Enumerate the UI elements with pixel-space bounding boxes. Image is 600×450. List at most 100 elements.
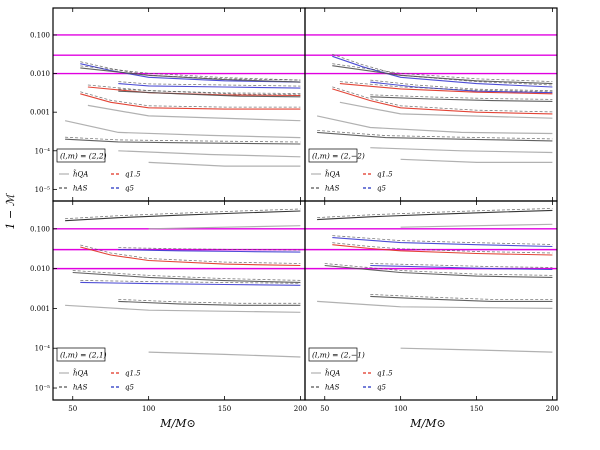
legend-label: hAS — [73, 185, 88, 193]
series-line-dashed — [80, 61, 301, 81]
series-line — [65, 304, 301, 313]
plot-area — [53, 34, 305, 167]
legend-label: q1.5 — [125, 370, 141, 378]
series-line — [80, 281, 301, 286]
legend-label: h̃QA — [73, 369, 88, 378]
series-line-dashed — [87, 84, 301, 94]
series-line-dashed — [118, 81, 301, 87]
series-line — [80, 246, 301, 267]
mode-annotation: (l,m) = (2,−2) — [312, 152, 365, 161]
plot-area — [53, 208, 305, 358]
series-line — [370, 147, 553, 154]
series-line — [332, 65, 553, 85]
y-tick-label: 0.010 — [30, 70, 50, 78]
legend-label: h̃QA — [73, 170, 88, 179]
series-line-dashed — [118, 247, 301, 251]
mode-annotation-box — [56, 347, 106, 362]
mode-annotation: (l,m) = (2,−1) — [312, 351, 365, 360]
series-line-dashed — [65, 136, 301, 143]
series-line — [400, 347, 553, 353]
series-line-dashed — [339, 81, 553, 93]
y-tick-label: 0.100 — [30, 31, 50, 39]
series-line-dashed — [332, 86, 553, 113]
panel-frame — [52, 7, 306, 202]
legend-label: q5 — [377, 384, 386, 392]
y-tick-label: 10⁻⁵ — [35, 385, 51, 393]
mode-annotation-box — [56, 148, 106, 163]
legend-label: hAS — [325, 185, 340, 193]
series-line — [80, 93, 301, 110]
series-line — [339, 101, 553, 119]
x-tick-label: 200 — [294, 405, 307, 413]
series-line — [370, 96, 553, 102]
legend-label: q1.5 — [377, 370, 393, 378]
x-axis-label: M/M⊙ — [159, 417, 195, 430]
series-line-dashed — [118, 88, 301, 96]
y-axis-label: 1 − ℳ — [4, 192, 17, 229]
series-line — [332, 244, 553, 256]
legend-label: h̃QA — [325, 369, 340, 378]
x-tick-label: 200 — [546, 405, 559, 413]
series-line — [316, 115, 553, 135]
panel-bottom-left: 50 100 150 200 0.100 0.010 0.001 10⁻⁴ 10⁻⁵ (l,m) … — [30, 200, 307, 413]
panel-frame — [52, 200, 306, 401]
panel-bottom-right: 50 100 150 200 (l,m) = (2,−1) h̃QA q1.5 hAS q5 — [304, 200, 559, 413]
series-line — [72, 271, 301, 283]
series-line — [148, 351, 301, 358]
x-tick-label: 100 — [394, 405, 407, 413]
x-tick-label: 50 — [68, 405, 77, 413]
mode-annotation-box — [308, 148, 358, 163]
series-line — [64, 120, 301, 139]
series-line — [324, 264, 553, 278]
y-tick-label: 10⁻⁴ — [35, 345, 51, 353]
mode-annotation: (l,m) = (2,2) — [60, 152, 107, 161]
series-line-dashed — [370, 94, 553, 100]
series-line-dashed — [370, 79, 553, 92]
y-tick-label: 10⁻⁵ — [35, 186, 51, 194]
series-line — [339, 83, 553, 95]
y-tick-label: 10⁻⁴ — [35, 147, 51, 155]
series-line — [332, 55, 553, 88]
legend-label: q5 — [125, 185, 134, 193]
series-line — [65, 138, 301, 145]
series-line — [370, 295, 553, 302]
series-line-dashed — [317, 208, 553, 218]
series-line — [118, 90, 301, 98]
series-line — [148, 225, 301, 230]
series-line-dashed — [80, 65, 301, 81]
legend-label: q1.5 — [125, 171, 141, 179]
mode-annotation: (l,m) = (2,1) — [60, 351, 107, 360]
series-line-dashed — [118, 299, 301, 304]
series-line-dashed — [332, 235, 553, 245]
series-line-dashed — [65, 208, 301, 220]
series-line — [148, 161, 301, 167]
legend-label: q1.5 — [377, 171, 393, 179]
series-line — [80, 67, 301, 83]
x-tick-label: 100 — [142, 405, 155, 413]
series-line — [118, 83, 301, 89]
series-line — [118, 150, 301, 158]
panel-frame — [304, 200, 558, 401]
x-axis-label: M/M⊙ — [409, 417, 445, 430]
series-line-dashed — [80, 91, 301, 108]
mode-annotation-box — [308, 347, 358, 362]
series-line — [332, 88, 553, 115]
series-line-dashed — [80, 244, 301, 264]
legend-label: hAS — [73, 384, 88, 392]
series-line — [317, 300, 553, 309]
x-tick-label: 50 — [320, 405, 329, 413]
series-line-dashed — [324, 263, 553, 276]
series-line-dashed — [370, 263, 553, 268]
series-line — [118, 300, 301, 306]
x-tick-label: 150 — [470, 405, 483, 413]
series-line — [317, 131, 553, 142]
panel-top-left: 0.100 0.010 0.001 10⁻⁴ 10⁻⁵ (l,m) = (2,2) h̃QA… — [30, 7, 306, 202]
series-line — [400, 158, 553, 163]
series-line — [87, 104, 301, 122]
legend-label: q5 — [125, 384, 134, 392]
series-line-dashed — [332, 242, 553, 254]
series-line — [65, 210, 301, 222]
series-line — [317, 209, 553, 221]
legend-label: h̃QA — [325, 170, 340, 179]
